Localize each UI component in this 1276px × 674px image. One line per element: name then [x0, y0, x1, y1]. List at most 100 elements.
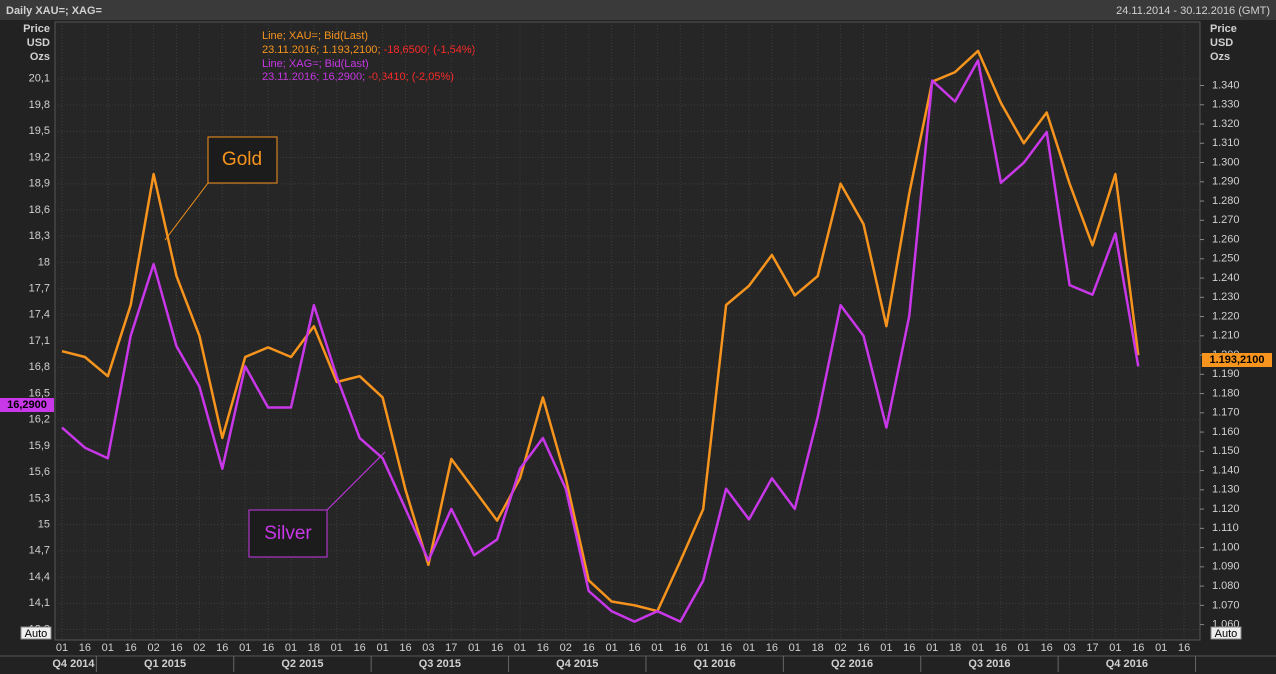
x-tick-label: 01	[1109, 642, 1121, 654]
x-tick-label: 02	[147, 642, 159, 654]
x-tick-label: 01	[651, 642, 663, 654]
y2-tick-label: 1.220	[1212, 310, 1240, 322]
y2-title: Price	[1210, 23, 1237, 35]
y-tick-label: 18	[38, 256, 50, 268]
legend-values: 23.11.2016; 16,2900; -0,3410; (-2,05%)	[262, 71, 454, 83]
x-tick-label: 01	[743, 642, 755, 654]
y-tick-label: 16,2	[29, 414, 50, 426]
legend-last: 16,2900	[322, 71, 362, 83]
last-tag	[1202, 353, 1272, 367]
legend-date: 23.11.2016	[262, 71, 316, 83]
y-tick-label: 15,6	[29, 466, 50, 478]
y2-title: Ozs	[1210, 51, 1230, 63]
last-value-tags: 16,2900 1.193,2100	[0, 353, 1272, 412]
y2-tick-label: 1.100	[1212, 541, 1240, 553]
y-tick-label: 17,4	[29, 309, 50, 321]
x-tick-label: 03	[1063, 642, 1075, 654]
x-tick-label: 16	[995, 642, 1007, 654]
x-tick-label: 16	[903, 642, 915, 654]
auto-left[interactable]: Auto	[20, 626, 52, 640]
y-tick-label: 17,1	[29, 335, 50, 347]
y2-tick-label: 1.300	[1212, 156, 1240, 168]
y-tick-label: 15,9	[29, 440, 50, 452]
quarter-label: Q2 2015	[281, 658, 323, 670]
x-tick-label: 18	[949, 642, 961, 654]
y-tick-label: 20,1	[29, 73, 50, 85]
last-tag	[0, 398, 54, 412]
x-tick-label: 16	[1041, 642, 1053, 654]
x-tick-label: 16	[674, 642, 686, 654]
x-tick-label: 02	[193, 642, 205, 654]
x-tick-label: 02	[834, 642, 846, 654]
quarter-label: Q3 2015	[419, 658, 461, 670]
x-tick-label: 18	[308, 642, 320, 654]
quarter-label: Q1 2016	[694, 658, 736, 670]
y2-tick-label: 1.190	[1212, 368, 1240, 380]
y-tick-label: 18,9	[29, 178, 50, 190]
annotation-text: Silver	[264, 523, 312, 544]
y2-tick-label: 1.210	[1212, 330, 1240, 342]
auto-text[interactable]: Auto	[25, 628, 48, 640]
x-tick-label: 01	[56, 642, 68, 654]
y-tick-label: 17,7	[29, 283, 50, 295]
auto-button[interactable]	[1210, 626, 1242, 640]
x-tick-label: 16	[399, 642, 411, 654]
quarter-label: Q4 2016	[1106, 658, 1148, 670]
x-tick-label: 01	[605, 642, 617, 654]
last-tag-text: 1.193,2100	[1209, 354, 1264, 366]
quarter-label: Q4 2015	[556, 658, 598, 670]
x-tick-label: 16	[583, 642, 595, 654]
x-tick-label: 16	[766, 642, 778, 654]
y-title: Ozs	[30, 51, 50, 63]
header-bar	[0, 0, 1276, 20]
last-tag-text: 16,2900	[7, 399, 47, 411]
legend-change-pct: (-1,54%)	[433, 44, 475, 56]
y2-tick-label: 1.150	[1212, 445, 1240, 457]
x-tick-label: 16	[79, 642, 91, 654]
legend-change-pct: (-2,05%)	[412, 71, 454, 83]
y2-tick-label: 1.070	[1212, 599, 1240, 611]
y-tick-label: 14,1	[29, 597, 50, 609]
gold-annotation: Gold	[164, 136, 278, 241]
x-tick-label: 18	[812, 642, 824, 654]
y2-tick-label: 1.330	[1212, 99, 1240, 111]
x-tick-label: 16	[216, 642, 228, 654]
y2-tick-label: 1.140	[1212, 464, 1240, 476]
x-tick-label: 01	[239, 642, 251, 654]
y-axis-title: Price USD Ozs	[23, 23, 50, 63]
x-tick-label: 02	[560, 642, 572, 654]
x-tick-label: 01	[331, 642, 343, 654]
y2-tick-label: 1.170	[1212, 407, 1240, 419]
x-tick-label: 01	[376, 642, 388, 654]
y-tick-label: 14,4	[29, 571, 50, 583]
auto-right[interactable]: Auto	[1210, 626, 1242, 640]
quarter-label: Q2 2016	[831, 658, 873, 670]
y-tick-label: 15,3	[29, 492, 50, 504]
x-tick-label: 16	[628, 642, 640, 654]
silver-annotation: Silver	[248, 451, 386, 558]
y-tick-label: 15	[38, 519, 50, 531]
plot-area	[54, 21, 1201, 641]
quarter-label: Q3 2016	[968, 658, 1010, 670]
legend-values: 23.11.2016; 1.193,2100; -18,6500; (-1,54…	[262, 44, 475, 56]
x-tick-label: 16	[1178, 642, 1190, 654]
x-tick-label: 16	[125, 642, 137, 654]
auto-text[interactable]: Auto	[1215, 628, 1238, 640]
y2-tick-label: 1.160	[1212, 426, 1240, 438]
x-tick-label: 01	[926, 642, 938, 654]
x-tick-label: 17	[1086, 642, 1098, 654]
y2-tick-label: 1.230	[1212, 291, 1240, 303]
x-tick-label: 01	[285, 642, 297, 654]
annotation-box	[248, 509, 328, 558]
y2-tick-label: 1.250	[1212, 253, 1240, 265]
y2-tick-label: 1.130	[1212, 484, 1240, 496]
x-tick-label: 01	[697, 642, 709, 654]
x-tick-label: 16	[262, 642, 274, 654]
auto-button[interactable]	[20, 626, 52, 640]
x-tick-label: 01	[789, 642, 801, 654]
legend-line: Line; XAU=; Bid(Last)	[262, 30, 368, 42]
y2-tick-label: 1.340	[1212, 79, 1240, 91]
y-tick-label: 14,7	[29, 545, 50, 557]
annotation-box	[207, 136, 278, 184]
x-tick-label: 01	[972, 642, 984, 654]
